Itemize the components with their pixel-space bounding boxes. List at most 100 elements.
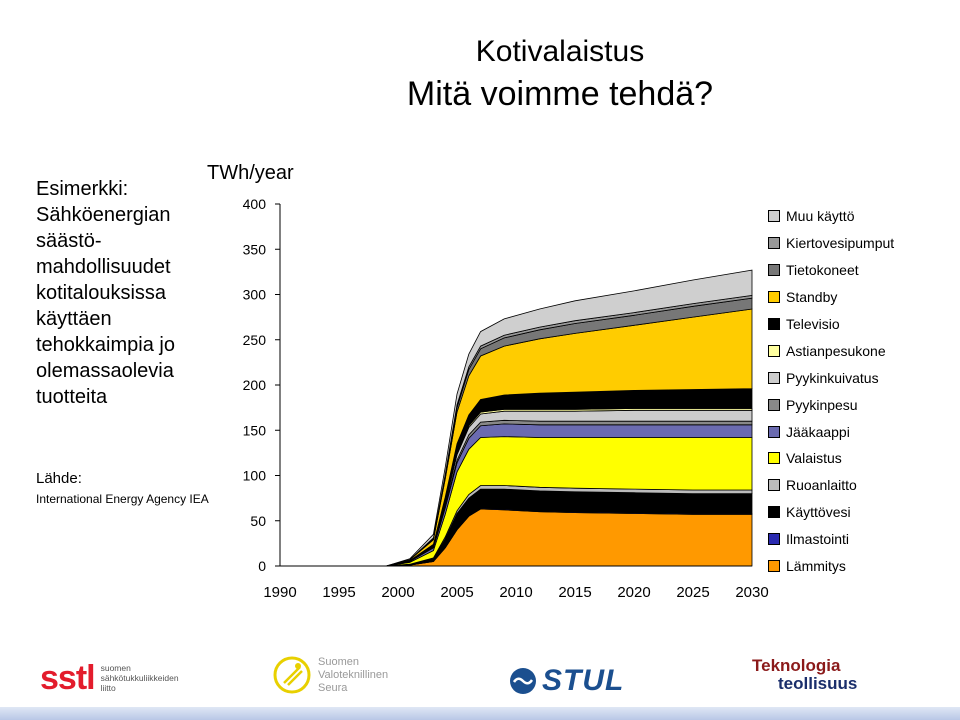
teknologiateollisuus-logo: Teknologia teollisuus xyxy=(752,657,857,693)
legend-label: Kiertovesipumput xyxy=(786,235,895,252)
x-tick-label: 2005 xyxy=(440,584,473,601)
sstl-logo: sstl suomen sähkötukkuliikkeiden liitto xyxy=(40,658,179,698)
description-line: kotitalouksissa xyxy=(36,282,167,304)
slide-subtitle: Mitä voimme tehdä? xyxy=(406,75,714,113)
sstl-logo-line: sähkötukkuliikkeiden xyxy=(100,673,179,683)
y-axis-unit: TWh/year xyxy=(207,162,294,184)
axes-layer: 0 50 100 150 200 250 300 350 400 1990 1995 2000 2005… xyxy=(243,196,769,601)
description-line: tuotteita xyxy=(36,386,108,408)
y-tick-label: 50 xyxy=(250,513,266,529)
legend-item: Ruoanlaitto xyxy=(768,472,894,499)
description-line: olemassaolevia xyxy=(36,360,174,382)
legend-label: Tietokoneet xyxy=(786,262,859,279)
legend-label: Käyttövesi xyxy=(786,504,851,521)
legend-swatch xyxy=(768,237,780,250)
legend-label: Pyykinpesu xyxy=(786,396,858,413)
legend-swatch xyxy=(768,452,780,465)
description-line: tehokkaimpia jo xyxy=(36,334,175,356)
description-line: Esimerkki: xyxy=(36,178,129,200)
footer-bar xyxy=(0,707,960,720)
legend-swatch xyxy=(768,506,780,519)
legend-label: Astianpesukone xyxy=(786,342,886,359)
legend-item: Ilmastointi xyxy=(768,526,894,553)
legend-swatch xyxy=(768,210,780,223)
legend-swatch xyxy=(768,479,780,492)
sstl-logo-line: suomen xyxy=(100,663,131,673)
legend-item: Kiertovesipumput xyxy=(768,230,894,257)
legend-item: Valaistus xyxy=(768,445,894,472)
sstl-logo-mark: sstl xyxy=(40,658,96,697)
stul-logo: STUL xyxy=(508,664,624,698)
x-tick-label: 2025 xyxy=(676,584,709,601)
legend-swatch xyxy=(768,371,780,384)
svs-emblem-icon xyxy=(273,656,311,694)
y-tick-label: 250 xyxy=(243,332,267,348)
legend-item: Pyykinpesu xyxy=(768,391,894,418)
svs-logo-line: Valoteknillinen xyxy=(318,668,389,681)
legend-item: Standby xyxy=(768,284,894,311)
legend-swatch xyxy=(768,291,780,304)
legend-swatch xyxy=(768,344,780,357)
description-line: mahdollisuudet xyxy=(36,256,171,278)
slide-title: Kotivalaistus xyxy=(475,35,645,68)
legend-label: Standby xyxy=(786,289,838,306)
legend-item: Muu käyttö xyxy=(768,203,894,230)
legend-swatch xyxy=(768,533,780,546)
area-layer xyxy=(280,269,753,567)
legend-item: Televisio xyxy=(768,311,894,338)
y-tick-label: 0 xyxy=(258,558,266,574)
legend-label: Muu käyttö xyxy=(786,208,855,225)
x-tick-label: 1990 xyxy=(263,584,296,601)
tek-logo-line2: teollisuus xyxy=(778,674,858,693)
svs-logo: Suomen Valoteknillinen Seura xyxy=(272,655,388,695)
description-line: säästö- xyxy=(36,230,102,252)
svs-logo-text: Suomen Valoteknillinen Seura xyxy=(318,656,388,695)
legend-item: Lämmitys xyxy=(768,553,894,580)
x-tick-label: 2030 xyxy=(735,584,768,601)
y-tick-label: 150 xyxy=(243,422,267,438)
x-tick-label: 2000 xyxy=(381,584,414,601)
y-tick-label: 300 xyxy=(243,287,267,303)
legend-swatch xyxy=(768,398,780,411)
area-muu-käyttö xyxy=(280,269,753,567)
legend-label: Televisio xyxy=(786,316,840,332)
svs-logo-line: Suomen xyxy=(318,655,359,668)
svs-logo-line: Seura xyxy=(318,681,348,694)
x-tick-label: 2015 xyxy=(558,584,591,601)
stul-emblem-icon xyxy=(510,668,536,694)
legend-item: Jääkaappi xyxy=(768,418,894,445)
legend-item: Astianpesukone xyxy=(768,337,894,364)
area-lämmitys xyxy=(280,508,753,567)
description-line: Sähköenergian xyxy=(36,204,171,226)
y-tick-label: 400 xyxy=(243,196,267,212)
source-label: Lähde: xyxy=(36,470,82,487)
description-text: Esimerkki: Sähköenergian säästö- mahdoll… xyxy=(36,176,175,410)
y-tick-label: 200 xyxy=(243,377,267,393)
legend-swatch xyxy=(768,318,780,330)
legend-label: Ruoanlaitto xyxy=(786,477,857,494)
legend-label: Ilmastointi xyxy=(786,531,850,548)
chart-legend: Muu käyttö Kiertovesipumput Tietokoneet Sta… xyxy=(768,203,894,579)
legend-label: Lämmitys xyxy=(786,558,846,575)
sstl-logo-text: suomen sähkötukkuliikkeiden liitto xyxy=(101,663,179,693)
y-tick-label: 100 xyxy=(243,468,267,484)
source-name: International Energy Agency IEA xyxy=(36,492,209,506)
sstl-logo-line: liitto xyxy=(100,683,116,693)
legend-item: Tietokoneet xyxy=(768,257,894,284)
legend-swatch xyxy=(768,560,780,573)
x-tick-label: 2020 xyxy=(617,584,650,601)
y-tick-label: 350 xyxy=(243,241,267,257)
legend-item: Käyttövesi xyxy=(768,499,894,526)
x-tick-label: 2010 xyxy=(499,584,532,601)
legend-swatch xyxy=(768,264,780,277)
legend-swatch xyxy=(768,425,780,438)
source-note: Lähde: International Energy Agency IEA xyxy=(36,470,209,507)
description-line: käyttäen xyxy=(36,308,112,330)
legend-label: Valaistus xyxy=(786,450,842,467)
legend-label: Pyykinkuivatus xyxy=(786,369,879,386)
legend-item: Pyykinkuivatus xyxy=(768,364,894,391)
tek-logo-line1: Teknologia xyxy=(752,656,841,675)
legend-label: Jääkaappi xyxy=(786,423,850,440)
stul-logo-word: STUL xyxy=(542,664,625,697)
